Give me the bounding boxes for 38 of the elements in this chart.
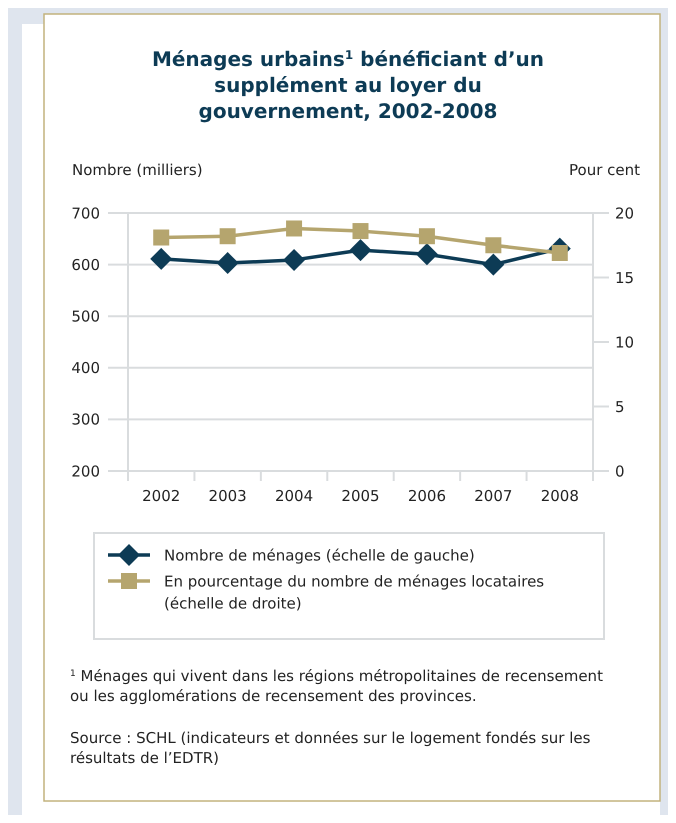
x-tick-label: 2004 (274, 487, 314, 505)
y2-tick-label: 20 (615, 204, 634, 222)
y-tick-label: 400 (71, 359, 100, 378)
source-note: Source : SCHL (indicateurs et données sur le logement fondés sur les résultats de l’EDTR) (70, 729, 591, 767)
y2-tick-label: 5 (615, 398, 625, 416)
point (283, 248, 306, 271)
y-tick-label: 200 (71, 462, 100, 480)
x-tick-label: 2006 (408, 487, 446, 505)
x-tick-label: 2005 (341, 487, 380, 505)
y-tick-label: 700 (71, 204, 100, 222)
y-axis-title: Nombre (milliers) (72, 161, 203, 179)
point (220, 228, 236, 244)
y2-axis-title: Pour cent (569, 161, 640, 179)
point (485, 237, 502, 254)
point (350, 239, 372, 262)
legend-label: Nombre de ménages (échelle de gauche) (164, 546, 475, 564)
point (153, 230, 170, 246)
x-tick-label: 2007 (474, 487, 512, 505)
y2-tick-label: 10 (615, 333, 634, 352)
point (418, 228, 435, 244)
point (552, 244, 568, 261)
point (482, 254, 504, 276)
point (216, 252, 239, 274)
point (150, 248, 172, 270)
y-tick-label: 300 (71, 410, 100, 429)
y2-tick-label: 15 (615, 268, 634, 287)
point (352, 223, 368, 240)
point (286, 220, 302, 236)
x-tick-label: 2008 (540, 487, 579, 505)
point (416, 243, 438, 266)
y-tick-label: 600 (71, 256, 100, 274)
y2-tick-label: 0 (615, 462, 625, 480)
y-tick-label: 500 (71, 307, 100, 326)
x-tick-label: 2003 (208, 487, 247, 505)
x-tick-label: 2002 (142, 487, 180, 505)
legend-label: En pourcentage du nombre de ménages locataires (échelle de droite) (164, 572, 544, 612)
text: $^{1}$ Ménages qui vivent dans les régions métropolitaines de recensement ou les agglomérations de recensement des provinces. (70, 667, 604, 705)
chart-title: Ménages urbains$^{1}$ bénéficiant d’un supplément au loyer du gouvernement, 2002-2008 (152, 47, 544, 123)
